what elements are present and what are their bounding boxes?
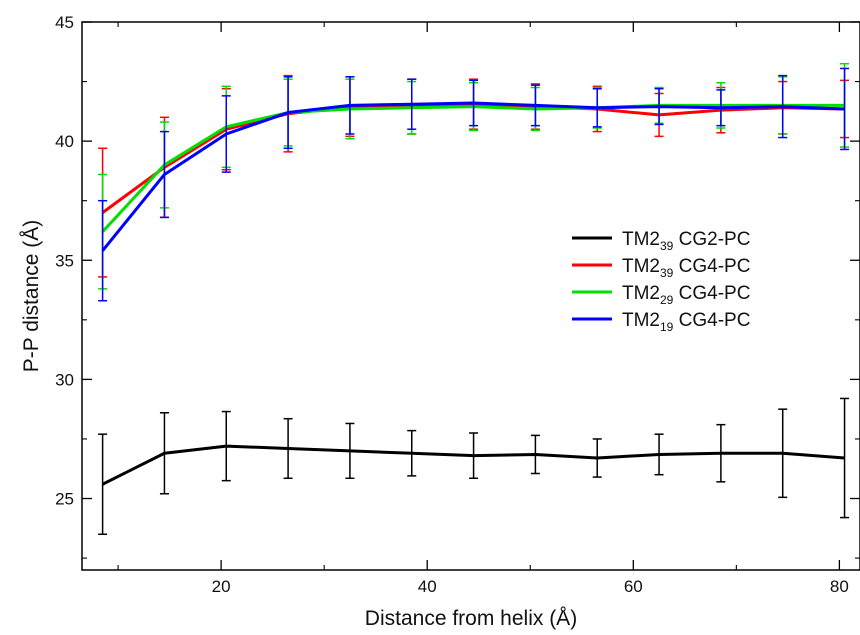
x-tick-label: 60	[624, 577, 643, 596]
x-tick-label: 40	[418, 577, 437, 596]
series-line	[101, 101, 845, 252]
y-tick-label: 35	[55, 251, 74, 270]
series-3	[98, 67, 850, 302]
y-tick-label: 25	[55, 490, 74, 509]
legend: TM239 CG2-PC TM239 CG4-PC TM229 CG4-PC TM21…	[572, 229, 750, 334]
plot-marks	[98, 62, 850, 536]
y-axis-title: P-P distance (Å)	[20, 220, 43, 373]
legend-label: TM239 CG4-PC	[622, 256, 750, 280]
x-axis-title: Distance from helix (Å)	[365, 607, 577, 630]
x-tick-label: 80	[830, 577, 849, 596]
legend-label: TM219 CG4-PC	[622, 310, 750, 334]
x-tick-label: 20	[212, 577, 231, 596]
y-tick-label: 40	[55, 132, 74, 151]
legend-label: TM229 CG4-PC	[622, 283, 750, 307]
y-tick-label: 45	[55, 13, 74, 32]
series-0	[98, 397, 850, 536]
y-tick-label: 30	[55, 370, 74, 389]
axis-ticks: 20 40 60 80 25 30 35 40 45	[55, 13, 860, 596]
series-line	[101, 444, 845, 486]
legend-label: TM239 CG2-PC	[622, 229, 750, 253]
plot-frame	[81, 21, 860, 571]
